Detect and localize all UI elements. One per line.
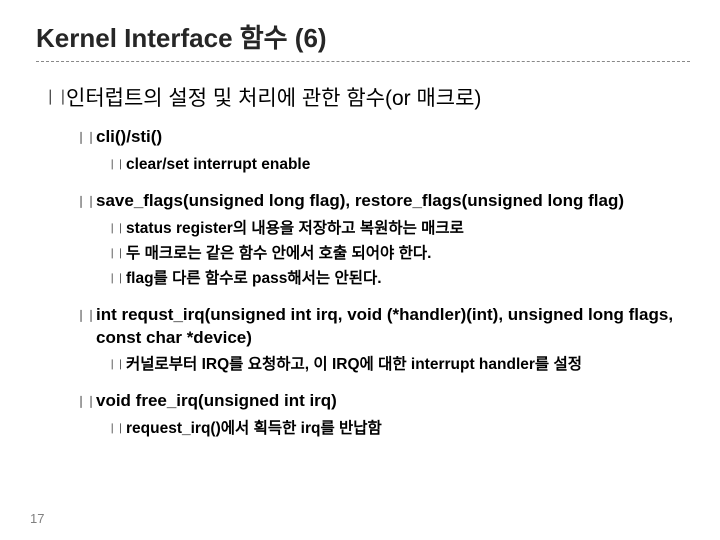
level3-text: 두 매크로는 같은 함수 안에서 호출 되어야 한다. (126, 244, 431, 265)
bullet-icon: ❘❘ (108, 359, 126, 370)
level2-item: ❘❘ int requst_irq(unsigned int irq, void… (76, 304, 690, 350)
level2-item: ❘❘ save_flags(unsigned long flag), resto… (76, 190, 690, 213)
bullet-icon: ❘❘ (108, 248, 126, 259)
level3-text: clear/set interrupt enable (126, 155, 310, 176)
bullet-icon: ❘❘ (108, 273, 126, 284)
bullet-icon: ❘❘ (76, 194, 96, 208)
item-block: ❘❘ cli()/sti() ❘❘ clear/set interrupt en… (36, 126, 690, 176)
level2-item: ❘❘ void free_irq(unsigned int irq) (76, 390, 690, 413)
level3-text: flag를 다른 함수로 pass해서는 안된다. (126, 269, 382, 290)
level3-text: request_irq()에서 획득한 irq를 반납함 (126, 419, 382, 440)
level3-text: 커널로부터 IRQ를 요청하고, 이 IRQ에 대한 interrupt han… (126, 355, 582, 376)
bullet-icon: ❘❘ (108, 423, 126, 434)
bullet-icon: ❘❘ (76, 308, 96, 322)
level3-item: ❘❘ 두 매크로는 같은 함수 안에서 호출 되어야 한다. (108, 244, 690, 265)
level2-text: int requst_irq(unsigned int irq, void (*… (96, 304, 690, 350)
bullet-icon: ❘❘ (108, 159, 126, 170)
level3-item: ❘❘ clear/set interrupt enable (108, 155, 690, 176)
bullet-icon: ❘❘ (76, 394, 96, 408)
level2-text: void free_irq(unsigned int irq) (96, 390, 337, 413)
slide-title: Kernel Interface 함수 (6) (36, 18, 690, 62)
page-number: 17 (30, 511, 44, 526)
level3-item: ❘❘ request_irq()에서 획득한 irq를 반납함 (108, 419, 690, 440)
bullet-icon: ❘❘ (76, 130, 96, 144)
level3-item: ❘❘ 커널로부터 IRQ를 요청하고, 이 IRQ에 대한 interrupt … (108, 355, 690, 376)
level1-text: 인터럽트의 설정 및 처리에 관한 함수(or 매크로) (66, 82, 481, 112)
level3-text: status register의 내용을 저장하고 복원하는 매크로 (126, 219, 464, 240)
level2-text: save_flags(unsigned long flag), restore_… (96, 190, 624, 213)
level3-item: ❘❘ status register의 내용을 저장하고 복원하는 매크로 (108, 219, 690, 240)
item-block: ❘❘ int requst_irq(unsigned int irq, void… (36, 304, 690, 377)
bullet-icon: ❘❘ (44, 87, 66, 105)
level1-item: ❘❘ 인터럽트의 설정 및 처리에 관한 함수(or 매크로) (44, 82, 690, 112)
bullet-icon: ❘❘ (108, 223, 126, 234)
level3-item: ❘❘ flag를 다른 함수로 pass해서는 안된다. (108, 269, 690, 290)
item-block: ❘❘ save_flags(unsigned long flag), resto… (36, 190, 690, 290)
item-block: ❘❘ void free_irq(unsigned int irq) ❘❘ re… (36, 390, 690, 440)
level2-item: ❘❘ cli()/sti() (76, 126, 690, 149)
level2-text: cli()/sti() (96, 126, 162, 149)
